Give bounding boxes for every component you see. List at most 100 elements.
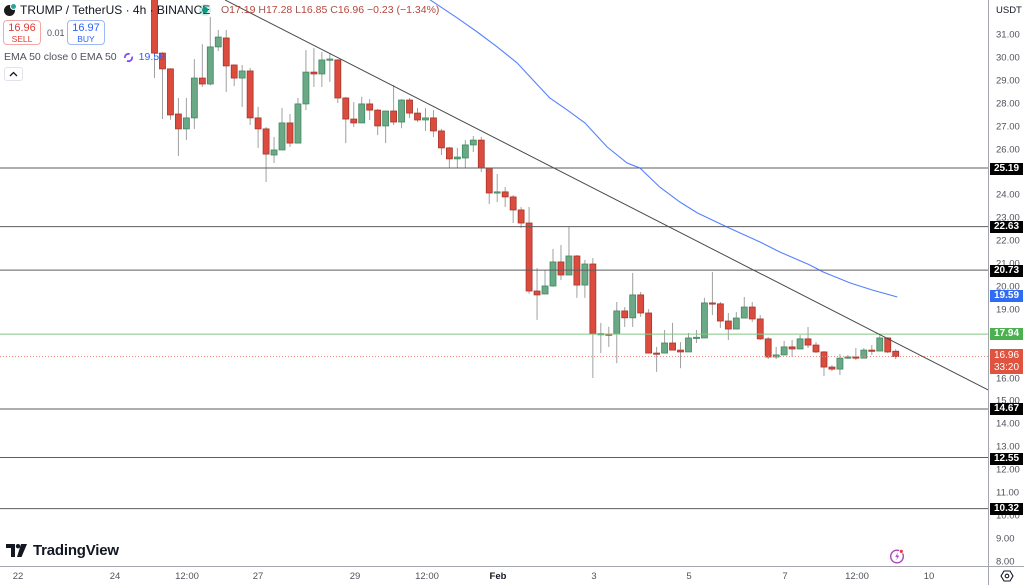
price-tick-label: 21.00	[996, 258, 1020, 270]
candle-up	[629, 272, 637, 327]
candle-up	[613, 302, 621, 364]
currency-selector[interactable]: USDT ▾	[996, 5, 1024, 16]
candle-body	[836, 357, 844, 370]
candle-body	[453, 156, 461, 160]
candle-down	[653, 346, 661, 372]
tradingview-logo[interactable]: TradingView	[6, 542, 119, 559]
buy-label: BUY	[77, 34, 95, 44]
descending-trendline	[224, 0, 989, 391]
candle-body	[334, 59, 342, 99]
chevron-up-icon	[9, 71, 18, 77]
symbol-row[interactable]: TRUMP / TetherUS · 4h · BINANCE	[4, 2, 211, 17]
candle-body	[804, 338, 812, 346]
candle-body	[374, 109, 382, 127]
candle-body	[302, 71, 310, 105]
sell-button[interactable]: 16.96 SELL	[3, 20, 41, 45]
axis-settings-button[interactable]	[988, 566, 1024, 585]
price-tick-label: 28.00	[996, 98, 1020, 110]
time-axis[interactable]: 22 24 12:00 27 29 12:00 Feb 3 5 7 12:00 …	[0, 566, 988, 585]
candle-body	[422, 117, 429, 121]
candle-body	[206, 46, 214, 85]
time-label: 7	[782, 571, 788, 582]
candle-body	[517, 209, 525, 224]
candle-down	[748, 302, 756, 322]
price-tick-label: 31.00	[996, 29, 1020, 41]
candle-body	[398, 99, 405, 123]
price-tick-label: 10.00	[996, 510, 1020, 522]
candle-up	[278, 108, 286, 151]
candle-up	[270, 136, 278, 164]
candle-up	[453, 147, 461, 169]
candle-down	[804, 326, 812, 349]
candle-up	[214, 29, 222, 52]
price-tick-label: 23.00	[996, 212, 1020, 224]
price-tick-label: 13.00	[996, 441, 1020, 453]
level-badge-17-94: 17.94	[990, 328, 1023, 340]
candle-down	[501, 187, 509, 207]
time-label: 22	[12, 571, 24, 582]
candle-body	[740, 306, 748, 319]
price-tick-label: 12.00	[996, 464, 1020, 476]
close-value: 16.96	[337, 4, 365, 16]
candle-body	[445, 147, 453, 160]
candle-down	[884, 337, 892, 354]
candle-down	[230, 64, 238, 87]
candle-body	[469, 139, 477, 146]
indicator-legend-ema[interactable]: EMA 50 close 0 EMA 50 19.59	[4, 51, 165, 63]
price-tick-label: 15.00	[996, 395, 1020, 407]
candle-down	[445, 146, 453, 169]
candle-down	[414, 108, 421, 123]
candle-up	[685, 332, 692, 353]
price-axis[interactable]: USDT ▾ 31.00 30.00 29.00 28.00 27.00 26.00 25.…	[988, 0, 1024, 567]
ohlc-values: O17.19 H17.28 L16.85 C16.96 −0.23 (−1.34…	[221, 4, 439, 16]
candle-up	[358, 96, 366, 124]
candle-down	[589, 258, 597, 379]
candle-up	[238, 64, 246, 107]
candle-down	[716, 302, 724, 328]
candle-down	[334, 59, 342, 104]
candle-down	[724, 313, 732, 341]
level-badge-12-55: 12.55	[990, 453, 1023, 465]
candle-up	[780, 340, 788, 356]
candle-down	[430, 110, 437, 137]
candle-body	[621, 310, 629, 319]
candle-up	[876, 334, 884, 352]
chart-plot-area[interactable]	[0, 0, 989, 566]
candle-body	[852, 356, 860, 359]
candle-down	[557, 244, 565, 281]
candle-body	[326, 58, 334, 61]
candle-body	[270, 149, 278, 156]
candle-down	[517, 206, 525, 229]
candle-body	[262, 128, 270, 155]
candle-down	[151, 0, 158, 79]
candle-down	[605, 326, 613, 347]
candle-up	[549, 248, 557, 287]
candle-body	[661, 342, 668, 354]
candle-body	[430, 117, 437, 132]
candle-body	[151, 0, 158, 54]
candle-body	[557, 261, 565, 276]
price-tick-label: 26.00	[996, 144, 1020, 155]
candle-body	[764, 338, 772, 358]
candle-body	[812, 344, 820, 353]
candle-down	[254, 106, 262, 148]
collapse-legend-button[interactable]	[4, 67, 23, 81]
symbol-title[interactable]: TRUMP / TetherUS · 4h · BINANCE	[20, 3, 211, 17]
time-label: 5	[686, 571, 692, 582]
candle-body	[501, 191, 509, 198]
candle-up	[469, 135, 477, 153]
candle-down	[756, 315, 764, 341]
candle-body	[350, 118, 358, 124]
sell-label: SELL	[11, 34, 33, 44]
time-label: 3	[591, 571, 597, 582]
lightning-alert-icon[interactable]	[889, 548, 905, 564]
candle-body	[485, 167, 493, 194]
low-value: 16.85	[301, 4, 328, 16]
candle-body	[884, 337, 892, 353]
candle-body	[461, 144, 469, 159]
ema-value-badge: 19.59	[990, 290, 1023, 302]
candle-body	[278, 122, 286, 151]
buy-button[interactable]: 16.97 BUY	[67, 20, 105, 45]
level-badge-25-19: 25.19	[990, 163, 1023, 175]
candle-up	[701, 297, 708, 339]
